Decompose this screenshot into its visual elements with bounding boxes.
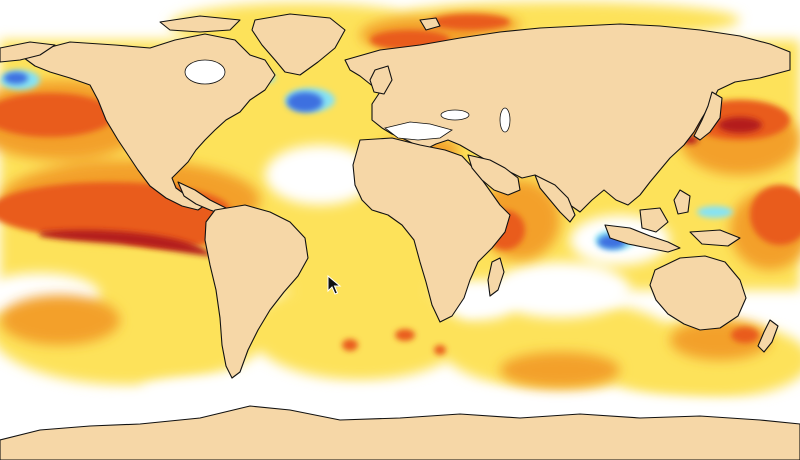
landmass-new-guinea (689, 229, 741, 247)
landmass-madagascar (487, 257, 505, 297)
landmass-alaska (0, 41, 56, 63)
landmass-indonesia (604, 224, 681, 253)
hudson-bay (184, 59, 226, 85)
landmass-greenland (251, 13, 346, 76)
landmass-svalbard (419, 17, 441, 31)
landmass-south-america (204, 204, 309, 379)
landmasses (0, 13, 800, 460)
landmass-british-isles (369, 65, 393, 95)
landmass-australia (649, 255, 747, 331)
landmass-india (534, 174, 576, 223)
landmass-africa (352, 137, 511, 323)
arrow-pointer-icon (327, 274, 342, 295)
landmass-new-zealand (757, 319, 779, 353)
mediterranean-sea (384, 121, 453, 141)
black-sea (440, 109, 470, 121)
landmass-borneo (639, 207, 669, 233)
inland-water (184, 59, 511, 141)
landmass-philippines (673, 189, 691, 215)
landmass-arabian-peninsula (467, 154, 521, 196)
caspian-sea (499, 107, 511, 133)
landmass-japan (693, 91, 723, 141)
landmass-antarctica (0, 405, 800, 460)
anomaly-layer-strong-warm (40, 117, 762, 256)
landmass-arctic-islands (159, 15, 241, 33)
